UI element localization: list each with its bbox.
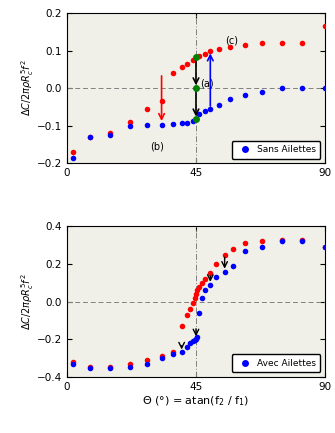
Legend: Avec Ailettes: Avec Ailettes [231,354,321,372]
Text: (a): (a) [200,78,214,88]
Text: (b): (b) [150,141,164,151]
Y-axis label: $\Delta C / 2\pi \rho R_c^5 f^2$: $\Delta C / 2\pi \rho R_c^5 f^2$ [19,60,36,116]
Text: (c): (c) [225,36,238,46]
X-axis label: $\Theta$ (°) = atan(f$_2$ / f$_1$): $\Theta$ (°) = atan(f$_2$ / f$_1$) [142,394,250,408]
Legend: Sans Ailettes: Sans Ailettes [231,141,321,159]
Y-axis label: $\Delta C / 2\pi \rho R_c^5 f^2$: $\Delta C / 2\pi \rho R_c^5 f^2$ [19,273,36,330]
